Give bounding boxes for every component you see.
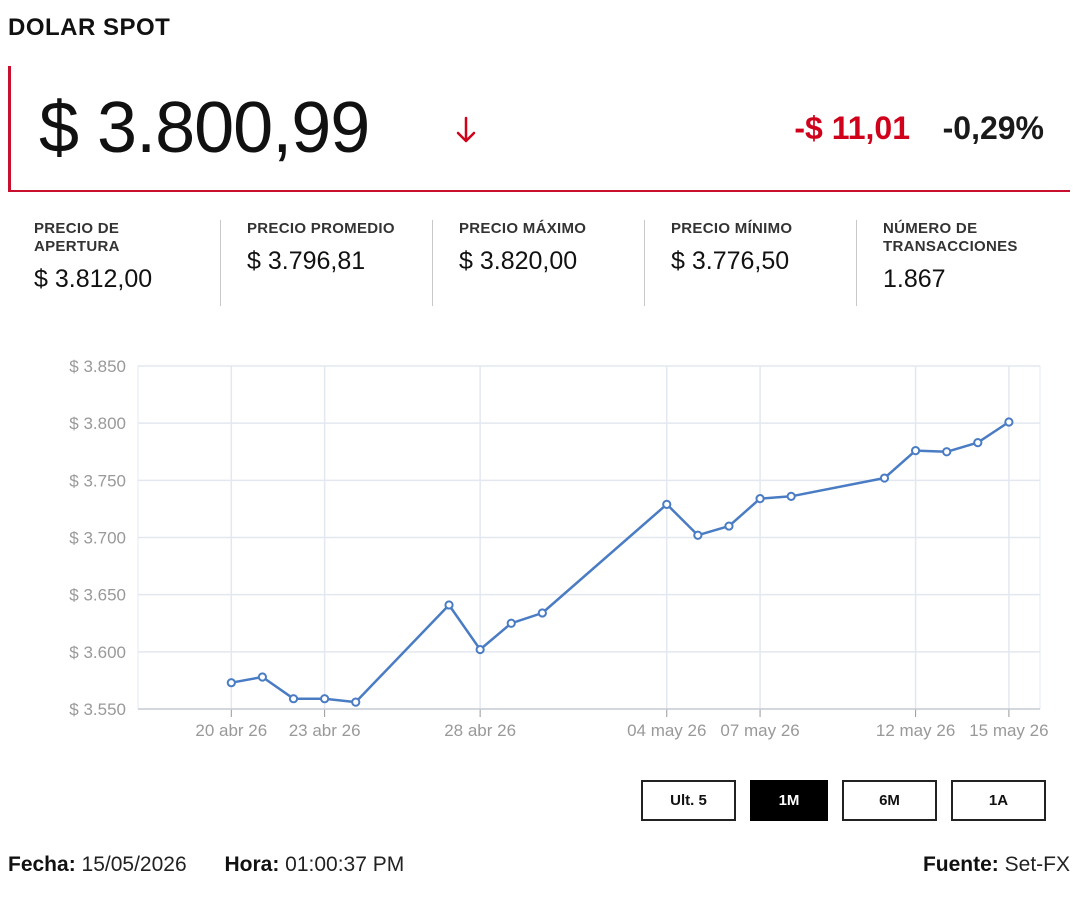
data-point [475,644,485,655]
data-point [879,473,890,483]
y-tick-label: $ 3.650 [69,586,126,605]
stat-label: NÚMERO DE TRANSACCIONES [883,220,1018,255]
data-point [288,694,299,704]
data-point [351,697,361,707]
stat-value: $ 3.820,00 [459,247,578,275]
current-price: $ 3.800,99 [39,88,370,168]
arrow-down-icon [456,116,476,143]
data-point [693,530,703,540]
range-selector: Ult. 5 1M 6M 1A [641,780,1046,821]
stat-value: $ 3.812,00 [34,265,153,293]
footer: Fecha: 15/05/2026 Hora: 01:00:37 PM Fuen… [8,853,1070,883]
y-tick-label: $ 3.750 [69,471,126,490]
stat-value: 1.867 [883,265,946,293]
range-button-ult5[interactable]: Ult. 5 [641,780,736,821]
data-point [755,494,765,504]
price-line-chart: $ 3.550 $ 3.600 $ 3.650 $ 3.700 $ 3.750 $ 3.8… [69,357,1048,740]
stat-maximo: PRECIO MÁXIMO $ 3.820,00 [432,220,644,306]
hora-label: Hora: [224,853,280,876]
y-tick-label: $ 3.700 [69,529,126,548]
stat-apertura: PRECIO DE APERTURA $ 3.812,00 [8,220,220,306]
stat-label: PRECIO DE APERTURA [34,220,120,255]
data-point [662,499,672,509]
fecha-value: 15/05/2026 [81,853,187,876]
data-point [257,672,268,682]
price-change: -$ 11,01 [794,110,910,146]
fecha-label: Fecha: [8,853,76,876]
x-tick-label: 15 may 26 [969,721,1048,740]
data-point [1004,417,1014,427]
y-tick-label: $ 3.550 [69,700,126,719]
stat-value: $ 3.776,50 [671,247,790,275]
stat-label: PRECIO MÁXIMO [459,220,587,237]
data-point [537,608,547,618]
footer-source: Fuente: Set-FX [923,853,1070,877]
x-tick-label: 12 may 26 [876,721,955,740]
fuente-value: Set-FX [1004,853,1070,876]
x-tick-label: 07 may 26 [720,721,799,740]
range-button-6m[interactable]: 6M [842,780,937,821]
stat-value: $ 3.796,81 [247,247,366,275]
y-tick-label: $ 3.850 [69,357,126,376]
stat-minimo: PRECIO MÍNIMO $ 3.776,50 [644,220,856,306]
data-point [910,446,921,456]
stat-label: PRECIO PROMEDIO [247,220,395,237]
x-tick-label: 04 may 26 [627,721,706,740]
data-point [506,618,516,628]
footer-datetime: Fecha: 15/05/2026 Hora: 01:00:37 PM [8,853,404,877]
x-tick-label: 23 abr 26 [289,721,361,740]
stat-transacciones: NÚMERO DE TRANSACCIONES 1.867 [856,220,1068,306]
range-button-1a[interactable]: 1A [951,780,1046,821]
data-point [724,521,734,531]
x-tick-label: 28 abr 26 [444,721,516,740]
quote-panel: $ 3.800,99 -$ 11,01 -0,29% [8,66,1070,192]
data-point [942,447,952,457]
fuente-label: Fuente: [922,853,999,876]
data-point [444,600,454,610]
price-change-percent: -0,29% [942,110,1044,146]
page-title: DOLAR SPOT [8,14,171,41]
series-line [231,420,1010,704]
stat-promedio: PRECIO PROMEDIO $ 3.796,81 [220,220,432,306]
x-tick-label: 20 abr 26 [195,721,267,740]
stats-row: PRECIO DE APERTURA $ 3.812,00 PRECIO PRO… [8,220,1070,306]
range-button-1m[interactable]: 1M [750,780,828,821]
data-point [226,678,236,688]
y-tick-label: $ 3.800 [69,414,126,433]
data-point [786,491,796,501]
y-tick-label: $ 3.600 [69,643,126,662]
data-point [973,438,983,448]
stat-label: PRECIO MÍNIMO [671,220,793,237]
hora-value: 01:00:37 PM [285,853,405,876]
data-point [320,694,330,704]
